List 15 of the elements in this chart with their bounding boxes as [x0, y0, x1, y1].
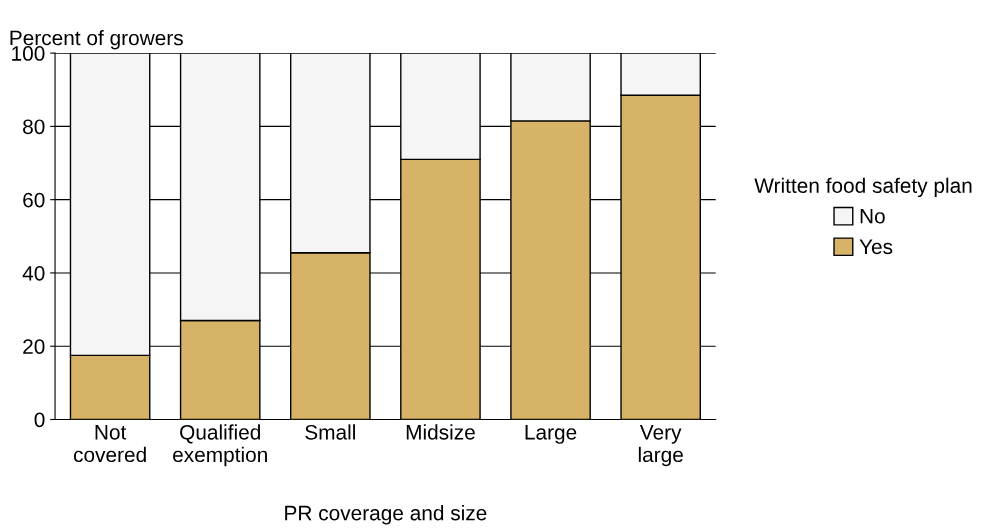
- y-tick-label: 20: [23, 339, 45, 354]
- x-tick-label: Small: [305, 424, 355, 440]
- x-tick-label: Qualified exemption: [173, 424, 267, 467]
- legend-label: No: [860, 209, 885, 224]
- y-tick-label: 40: [22, 265, 45, 281]
- x-tick-label: Midsize: [406, 424, 475, 440]
- y-tick-label: 80: [23, 119, 45, 135]
- y-tick-label: 0: [34, 412, 45, 428]
- legend-title: Written food safety plan: [754, 177, 972, 198]
- x-axis-title: PR coverage and size: [285, 505, 487, 525]
- x-tick-label: Large: [525, 425, 577, 444]
- x-tick-label: Very large: [638, 425, 683, 467]
- x-tick-label: Not covered: [73, 425, 146, 463]
- legend-label: Yes: [859, 239, 893, 255]
- y-tick-label: 60: [23, 192, 45, 208]
